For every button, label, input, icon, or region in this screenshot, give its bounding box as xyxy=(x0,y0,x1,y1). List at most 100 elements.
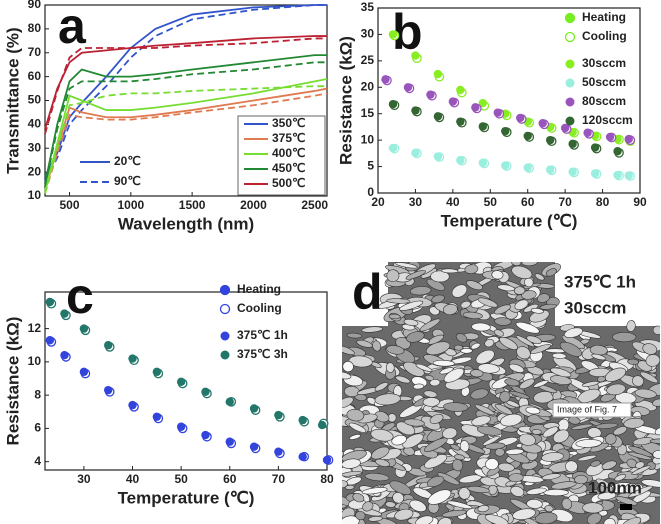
grain xyxy=(346,332,363,339)
grain xyxy=(402,433,424,449)
grain xyxy=(450,444,461,451)
grain xyxy=(342,515,360,524)
grain xyxy=(525,406,541,415)
legend-label: Heating xyxy=(582,10,626,24)
heating-point xyxy=(104,341,113,350)
heating-point xyxy=(225,437,234,446)
grain xyxy=(514,299,529,310)
grain xyxy=(451,284,468,298)
heating-point xyxy=(523,163,532,172)
legend-label: Heating xyxy=(237,282,281,296)
grain xyxy=(475,349,495,365)
x-tick-label: 50 xyxy=(484,195,498,209)
grain xyxy=(615,496,638,506)
grain xyxy=(466,280,483,291)
grain xyxy=(364,472,390,482)
grain xyxy=(442,303,458,316)
heating-point xyxy=(433,152,443,161)
grain xyxy=(544,505,554,513)
grain xyxy=(551,481,577,490)
scale-bar xyxy=(620,504,632,510)
grain xyxy=(526,498,543,509)
grain xyxy=(652,325,660,335)
heating-point xyxy=(176,377,186,387)
heating-point xyxy=(152,367,162,377)
heating-point xyxy=(501,126,510,136)
grain xyxy=(405,270,426,280)
heating-point xyxy=(560,123,570,133)
x-tick-label: 90 xyxy=(633,195,647,209)
caption: 30sccm xyxy=(564,298,626,317)
grain xyxy=(441,509,467,518)
x-tick-label: 70 xyxy=(558,195,572,209)
heating-point xyxy=(388,143,398,153)
y-tick-label: 10 xyxy=(28,188,42,202)
heating-point xyxy=(456,85,465,95)
grain xyxy=(374,393,401,406)
x-tick-label: 20 xyxy=(371,195,385,209)
grain xyxy=(642,343,658,355)
grain xyxy=(404,418,425,427)
heating-point xyxy=(493,108,502,117)
style-legend-label: 90℃ xyxy=(114,174,141,188)
grain xyxy=(342,458,361,469)
line xyxy=(44,61,327,187)
heating-point xyxy=(381,75,390,84)
grain xyxy=(623,417,645,429)
grain xyxy=(551,352,567,359)
legend-label: 50sccm xyxy=(582,75,626,89)
tooltip-box xyxy=(552,402,632,418)
legend-marker xyxy=(565,116,575,126)
heating-point xyxy=(590,169,600,178)
x-axis-label: Temperature (℃) xyxy=(441,211,578,230)
grain xyxy=(368,516,383,522)
grain xyxy=(415,363,433,372)
grain xyxy=(513,286,526,295)
grain xyxy=(459,474,482,484)
y-tick-label: 10 xyxy=(28,354,42,368)
sem-image xyxy=(342,262,660,524)
grain xyxy=(526,487,547,495)
x-tick-label: 30 xyxy=(409,195,423,209)
grain xyxy=(604,433,617,445)
grain xyxy=(443,402,469,412)
legend-marker xyxy=(565,59,575,69)
x-tick-label: 500 xyxy=(60,198,80,212)
grain xyxy=(511,265,533,279)
grain xyxy=(395,262,418,269)
grain xyxy=(550,367,572,378)
grain xyxy=(612,332,637,343)
heating-point xyxy=(176,422,186,431)
heating-point xyxy=(501,161,510,170)
heating-point xyxy=(516,113,525,123)
line xyxy=(44,35,327,130)
heating-point xyxy=(388,30,398,39)
heating-point xyxy=(471,103,480,112)
grain xyxy=(342,396,354,409)
y-tick-label: 6 xyxy=(34,421,41,435)
grain xyxy=(471,415,491,426)
grain xyxy=(352,493,365,503)
grain xyxy=(639,371,659,384)
grain xyxy=(342,345,355,355)
grain xyxy=(386,345,405,355)
grain xyxy=(582,502,604,514)
heating-point xyxy=(317,420,327,430)
heating-point xyxy=(152,412,162,421)
heating-point xyxy=(45,336,55,345)
grain xyxy=(494,448,505,457)
heating-point xyxy=(411,148,420,158)
grain xyxy=(386,269,400,282)
grain xyxy=(391,434,407,446)
grain xyxy=(542,426,559,438)
legend-marker xyxy=(565,78,575,88)
panel-label: d xyxy=(352,264,383,320)
grain xyxy=(374,382,389,392)
y-tick-label: 5 xyxy=(367,159,374,173)
grain xyxy=(342,480,348,489)
plot-frame xyxy=(377,7,641,194)
grain xyxy=(432,359,455,367)
heating-point xyxy=(568,167,577,177)
legend-marker xyxy=(220,350,230,360)
heating-point xyxy=(545,135,555,145)
